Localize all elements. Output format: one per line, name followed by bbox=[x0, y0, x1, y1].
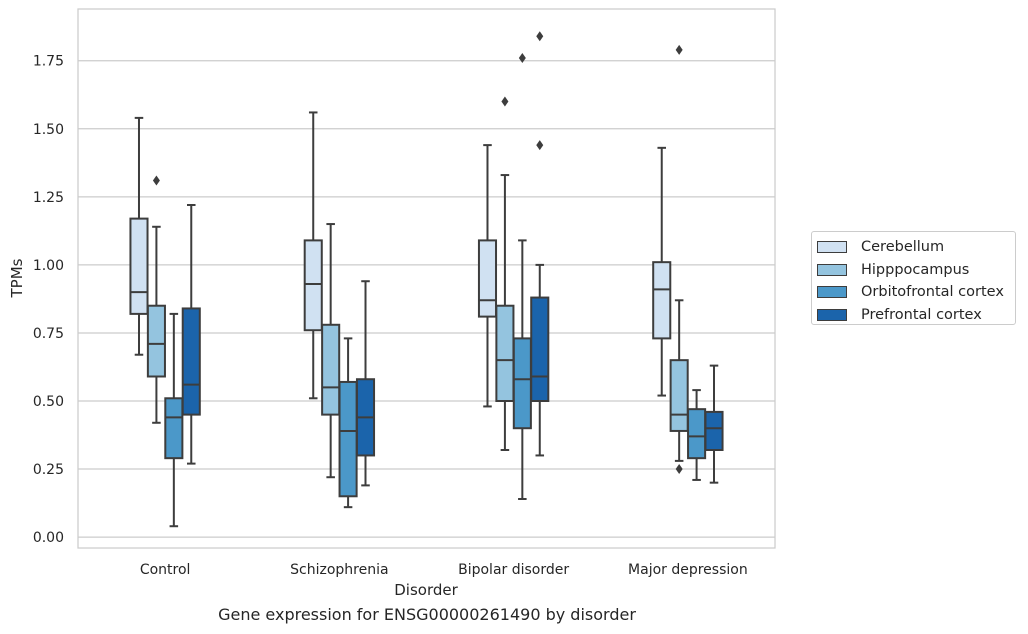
box-group bbox=[704, 364, 724, 484]
box-group bbox=[303, 111, 323, 400]
legend-swatch-cerebellum bbox=[817, 241, 847, 254]
plot-frame bbox=[77, 8, 776, 549]
y-tick-label: 1.25 bbox=[33, 190, 64, 206]
box bbox=[530, 296, 550, 402]
box-group bbox=[669, 44, 689, 475]
box bbox=[477, 239, 498, 318]
box-group bbox=[181, 204, 201, 465]
box-group bbox=[687, 389, 707, 481]
box bbox=[704, 410, 724, 451]
box bbox=[512, 337, 532, 430]
legend: Cerebellum Hipppocampus Orbitofrontal co… bbox=[811, 231, 1016, 325]
box-group bbox=[495, 96, 515, 451]
x-tick-labels: Control Schizophrenia Bipolar disorder Majo… bbox=[140, 562, 748, 578]
legend-label-prefrontal: Prefrontal cortex bbox=[861, 306, 982, 323]
x-tick-label: Bipolar disorder bbox=[458, 562, 569, 578]
outlier-point bbox=[152, 175, 160, 186]
legend-item-orbitofrontal: Orbitofrontal cortex bbox=[817, 281, 1015, 304]
legend-swatch-hippocampus bbox=[817, 263, 847, 276]
y-tick-label: 1.50 bbox=[33, 122, 64, 138]
legend-swatch-orbitofrontal bbox=[817, 286, 847, 299]
box-group bbox=[338, 337, 358, 509]
box bbox=[129, 217, 149, 315]
box-group bbox=[652, 146, 672, 397]
box bbox=[321, 323, 341, 416]
x-tick-label: Control bbox=[140, 562, 191, 578]
y-tick-label: 0.50 bbox=[33, 394, 64, 410]
legend-item-hippocampus: Hipppocampus bbox=[817, 259, 1015, 282]
box bbox=[146, 304, 166, 378]
outlier-point bbox=[536, 140, 544, 151]
box-group bbox=[164, 312, 184, 528]
box bbox=[669, 359, 689, 432]
box-group bbox=[321, 223, 341, 479]
box-group bbox=[146, 175, 166, 424]
y-tick-labels: 0.00 0.25 0.50 0.75 1.00 1.25 1.50 1.75 bbox=[33, 54, 64, 546]
box-group bbox=[477, 144, 498, 408]
y-tick-label: 1.75 bbox=[33, 54, 64, 70]
outlier-point bbox=[675, 44, 683, 55]
y-axis-label: TPMs bbox=[8, 258, 26, 298]
legend-swatch-prefrontal bbox=[817, 308, 847, 321]
x-tick-label: Major depression bbox=[628, 562, 748, 578]
box-group bbox=[530, 31, 550, 457]
y-tick-label: 1.00 bbox=[33, 258, 64, 274]
x-axis-label: Disorder bbox=[394, 581, 458, 599]
box bbox=[338, 380, 358, 498]
box-group bbox=[355, 280, 376, 487]
box bbox=[303, 239, 323, 332]
y-tick-label: 0.00 bbox=[33, 530, 64, 546]
legend-label-cerebellum: Cerebellum bbox=[861, 239, 945, 256]
boxes bbox=[129, 31, 724, 528]
x-tick-label: Schizophrenia bbox=[290, 562, 388, 578]
box-group bbox=[129, 116, 149, 356]
outlier-point bbox=[675, 464, 683, 475]
box-group bbox=[512, 53, 532, 500]
y-tick-label: 0.75 bbox=[33, 326, 64, 342]
legend-label-orbitofrontal: Orbitofrontal cortex bbox=[861, 284, 1004, 301]
box bbox=[181, 307, 201, 416]
box bbox=[652, 261, 672, 340]
legend-item-cerebellum: Cerebellum bbox=[817, 236, 1015, 259]
outlier-point bbox=[501, 96, 509, 107]
y-tick-label: 0.25 bbox=[33, 462, 64, 478]
box bbox=[164, 397, 184, 460]
legend-label-hippocampus: Hipppocampus bbox=[861, 261, 970, 278]
box bbox=[495, 304, 515, 403]
outlier-point bbox=[518, 53, 526, 63]
box bbox=[687, 408, 707, 460]
outlier-point bbox=[536, 31, 544, 42]
chart-caption: Gene expression for ENSG00000261490 by d… bbox=[218, 605, 636, 624]
legend-item-prefrontal: Prefrontal cortex bbox=[817, 304, 1015, 327]
